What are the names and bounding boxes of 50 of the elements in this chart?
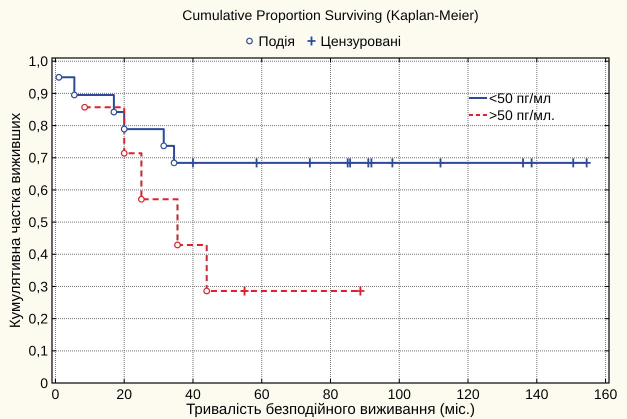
point (170, 160, 178, 166)
point (582, 158, 592, 168)
point (387, 158, 398, 168)
point (110, 108, 118, 116)
point (436, 158, 446, 168)
x-tick-label: 60 (254, 386, 270, 402)
y-tick-label: 0,7 (28, 150, 48, 166)
y-tick-label: 0,5 (28, 214, 48, 230)
point (304, 158, 315, 168)
x-tick-label: 0 (52, 386, 60, 402)
x-tick-label: 100 (388, 386, 412, 402)
legend-label: Подія (258, 33, 295, 49)
x-tick-label: 20 (116, 386, 132, 402)
y-tick-label: 0,3 (28, 278, 48, 294)
y-tick-label: 0 (40, 374, 48, 391)
y-tick-label: 1,0 (28, 53, 48, 70)
x-tick-label: 80 (322, 386, 338, 402)
point (138, 196, 145, 203)
point (188, 158, 198, 168)
x-tick-label: 120 (456, 386, 480, 402)
point (55, 74, 62, 81)
point (120, 150, 128, 157)
x-axis-title: Тривалість безподійного виживання (міс.) (186, 401, 475, 418)
point (81, 104, 88, 111)
point (252, 158, 262, 168)
x-tick-label: 40 (185, 386, 201, 402)
y-tick-label: 0,8 (28, 117, 48, 134)
legend-label: Цензуровані (320, 33, 401, 49)
point (518, 158, 528, 168)
x-tick-label: 160 (594, 386, 618, 402)
y-tick-label: 0,4 (28, 246, 48, 262)
point (174, 242, 181, 248)
x-tick-label: 140 (525, 386, 549, 402)
point (203, 288, 210, 294)
y-tick-label: 0,9 (28, 85, 48, 102)
point (240, 286, 250, 296)
point (70, 92, 78, 98)
point (345, 158, 355, 168)
y-tick-label: 0,2 (28, 310, 48, 327)
y-tick-label: 0,6 (28, 182, 48, 198)
y-tick-label: 0,1 (28, 342, 48, 359)
point (160, 142, 168, 150)
point (526, 158, 537, 168)
point (120, 126, 128, 133)
chart-title: Cumulative Proportion Surviving (Kaplan-Meier) (182, 7, 479, 23)
y-axis-title: Кумулятивна частка виживших (7, 112, 24, 328)
point (568, 158, 578, 168)
legend-label: >50 пг/мл. (489, 106, 555, 123)
point (356, 286, 366, 296)
legend-label: <50 пг/мл (489, 90, 552, 106)
